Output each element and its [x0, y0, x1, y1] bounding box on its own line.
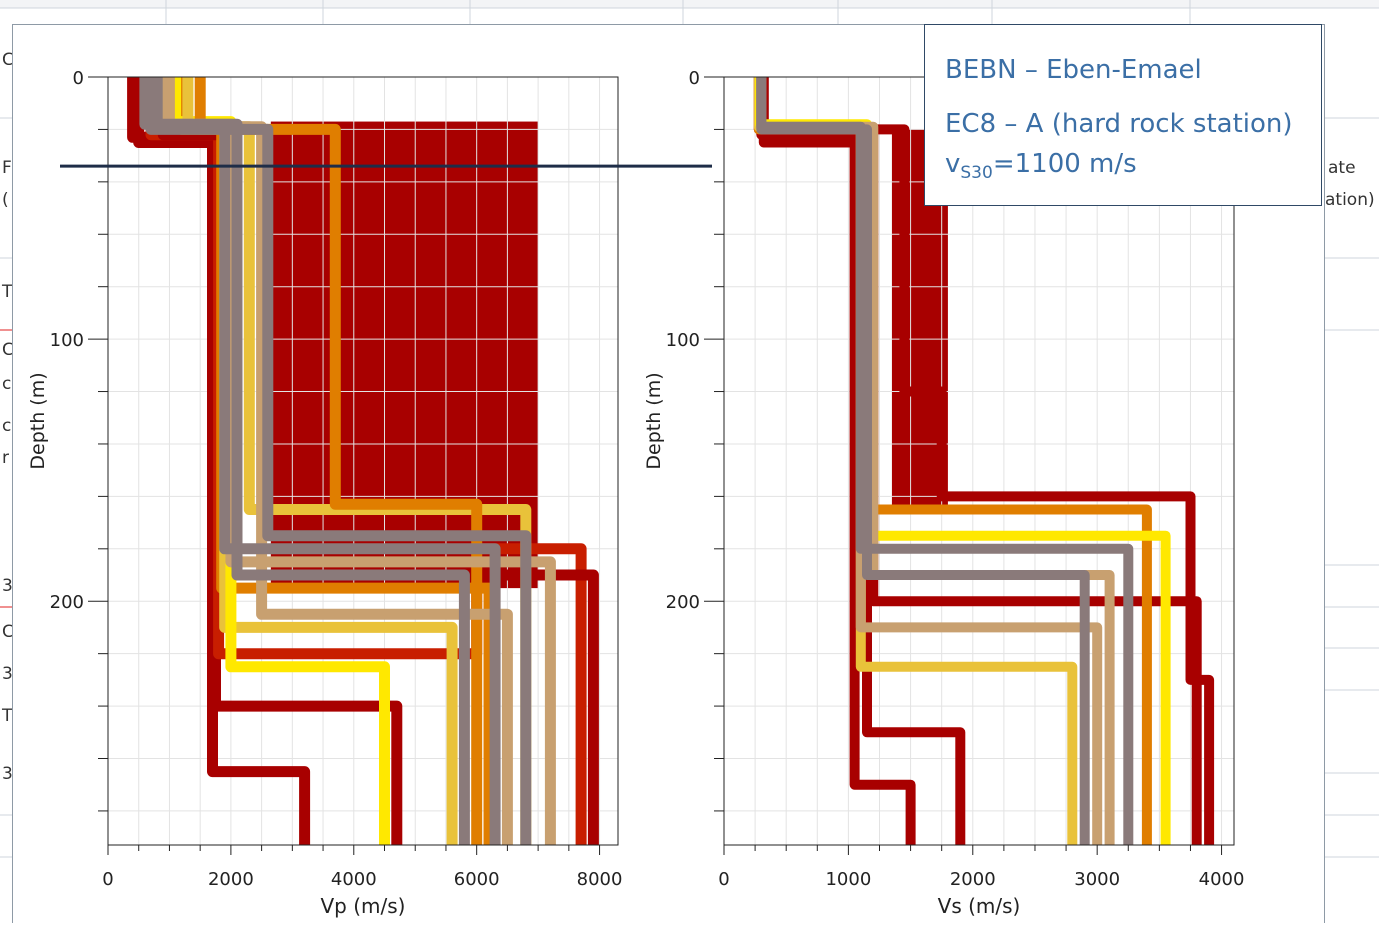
vs-x-tick-label: 0 [718, 869, 729, 890]
vs-y-tick-label: 100 [666, 330, 700, 351]
vs30-number: =1100 m/s [992, 149, 1137, 179]
vs-x-axis-label: Vs (m/s) [938, 894, 1021, 918]
cell-fragment: F [2, 158, 12, 178]
vs-y-tick-label: 0 [689, 68, 700, 89]
vp-x-tick-label: 4000 [331, 869, 377, 890]
cell-fragment: ate [1328, 158, 1356, 178]
station-info-box: BEBN – Eben-Emael EC8 – A (hard rock sta… [924, 24, 1322, 206]
vp-x-tick-label: 6000 [454, 869, 500, 890]
cell-fragment: T [2, 282, 13, 302]
vp-y-tick-label: 200 [50, 592, 84, 613]
vs-x-tick-label: 4000 [1199, 869, 1245, 890]
vs-y-axis-label: Depth (m) [643, 372, 665, 469]
vp-profile-13 [139, 77, 470, 845]
cell-fragment: C [2, 50, 14, 70]
cell-fragment: ation) [1325, 190, 1375, 210]
vs-x-tick-label: 3000 [1074, 869, 1120, 890]
vp-profile-14 [145, 77, 532, 845]
cell-fragment: C [2, 340, 14, 360]
vs-x-tick-label: 1000 [825, 869, 871, 890]
vp-profile-10 [157, 77, 556, 845]
vp-x-tick-label: 0 [102, 869, 113, 890]
cell-fragment: 3 [2, 576, 13, 596]
vs-profile-chart: 0 1000 2000 3000 4000 0 100 200 Vs (m/s) Depth … [643, 68, 1244, 918]
vs-x-tick-label: 2000 [950, 869, 996, 890]
vs-y-tick-label: 200 [666, 592, 700, 613]
vs30-symbol: v [945, 149, 961, 179]
cell-fragment: ( [2, 190, 9, 210]
vs-profile-11 [756, 77, 1090, 845]
vp-profile-12 [151, 77, 501, 845]
vp-y-tick-label: 100 [50, 330, 84, 351]
vp-profile-11 [163, 77, 513, 845]
cell-fragment: c [2, 374, 12, 394]
cell-fragment: 3 [2, 664, 13, 684]
cell-fragment: r [2, 448, 9, 468]
station-name: BEBN – Eben-Emael [945, 55, 1202, 85]
vp-y-axis-label: Depth (m) [27, 372, 49, 469]
vp-x-tick-label: 8000 [577, 869, 623, 890]
cell-fragment: T [2, 706, 13, 726]
site-class: EC8 – A (hard rock station) [945, 109, 1293, 139]
cell-fragment: C [2, 622, 14, 642]
vp-profile-chart: 0 2000 4000 6000 8000 0 100 200 Vp (m/s) Depth … [27, 68, 622, 918]
vp-dense-band [270, 121, 539, 589]
vp-plot-frame [107, 76, 619, 846]
sheet-top-strip [0, 0, 1379, 8]
cell-fragment: 3 [2, 764, 13, 784]
vp-x-tick-label: 2000 [208, 869, 254, 890]
vs30-subscript: S30 [960, 163, 993, 184]
vp-y-tick-label: 0 [73, 68, 84, 89]
cell-fragment: c [2, 416, 12, 436]
vp-x-axis-label: Vp (m/s) [321, 894, 406, 918]
vs30-value: vS30=1100 m/s [945, 149, 1137, 183]
